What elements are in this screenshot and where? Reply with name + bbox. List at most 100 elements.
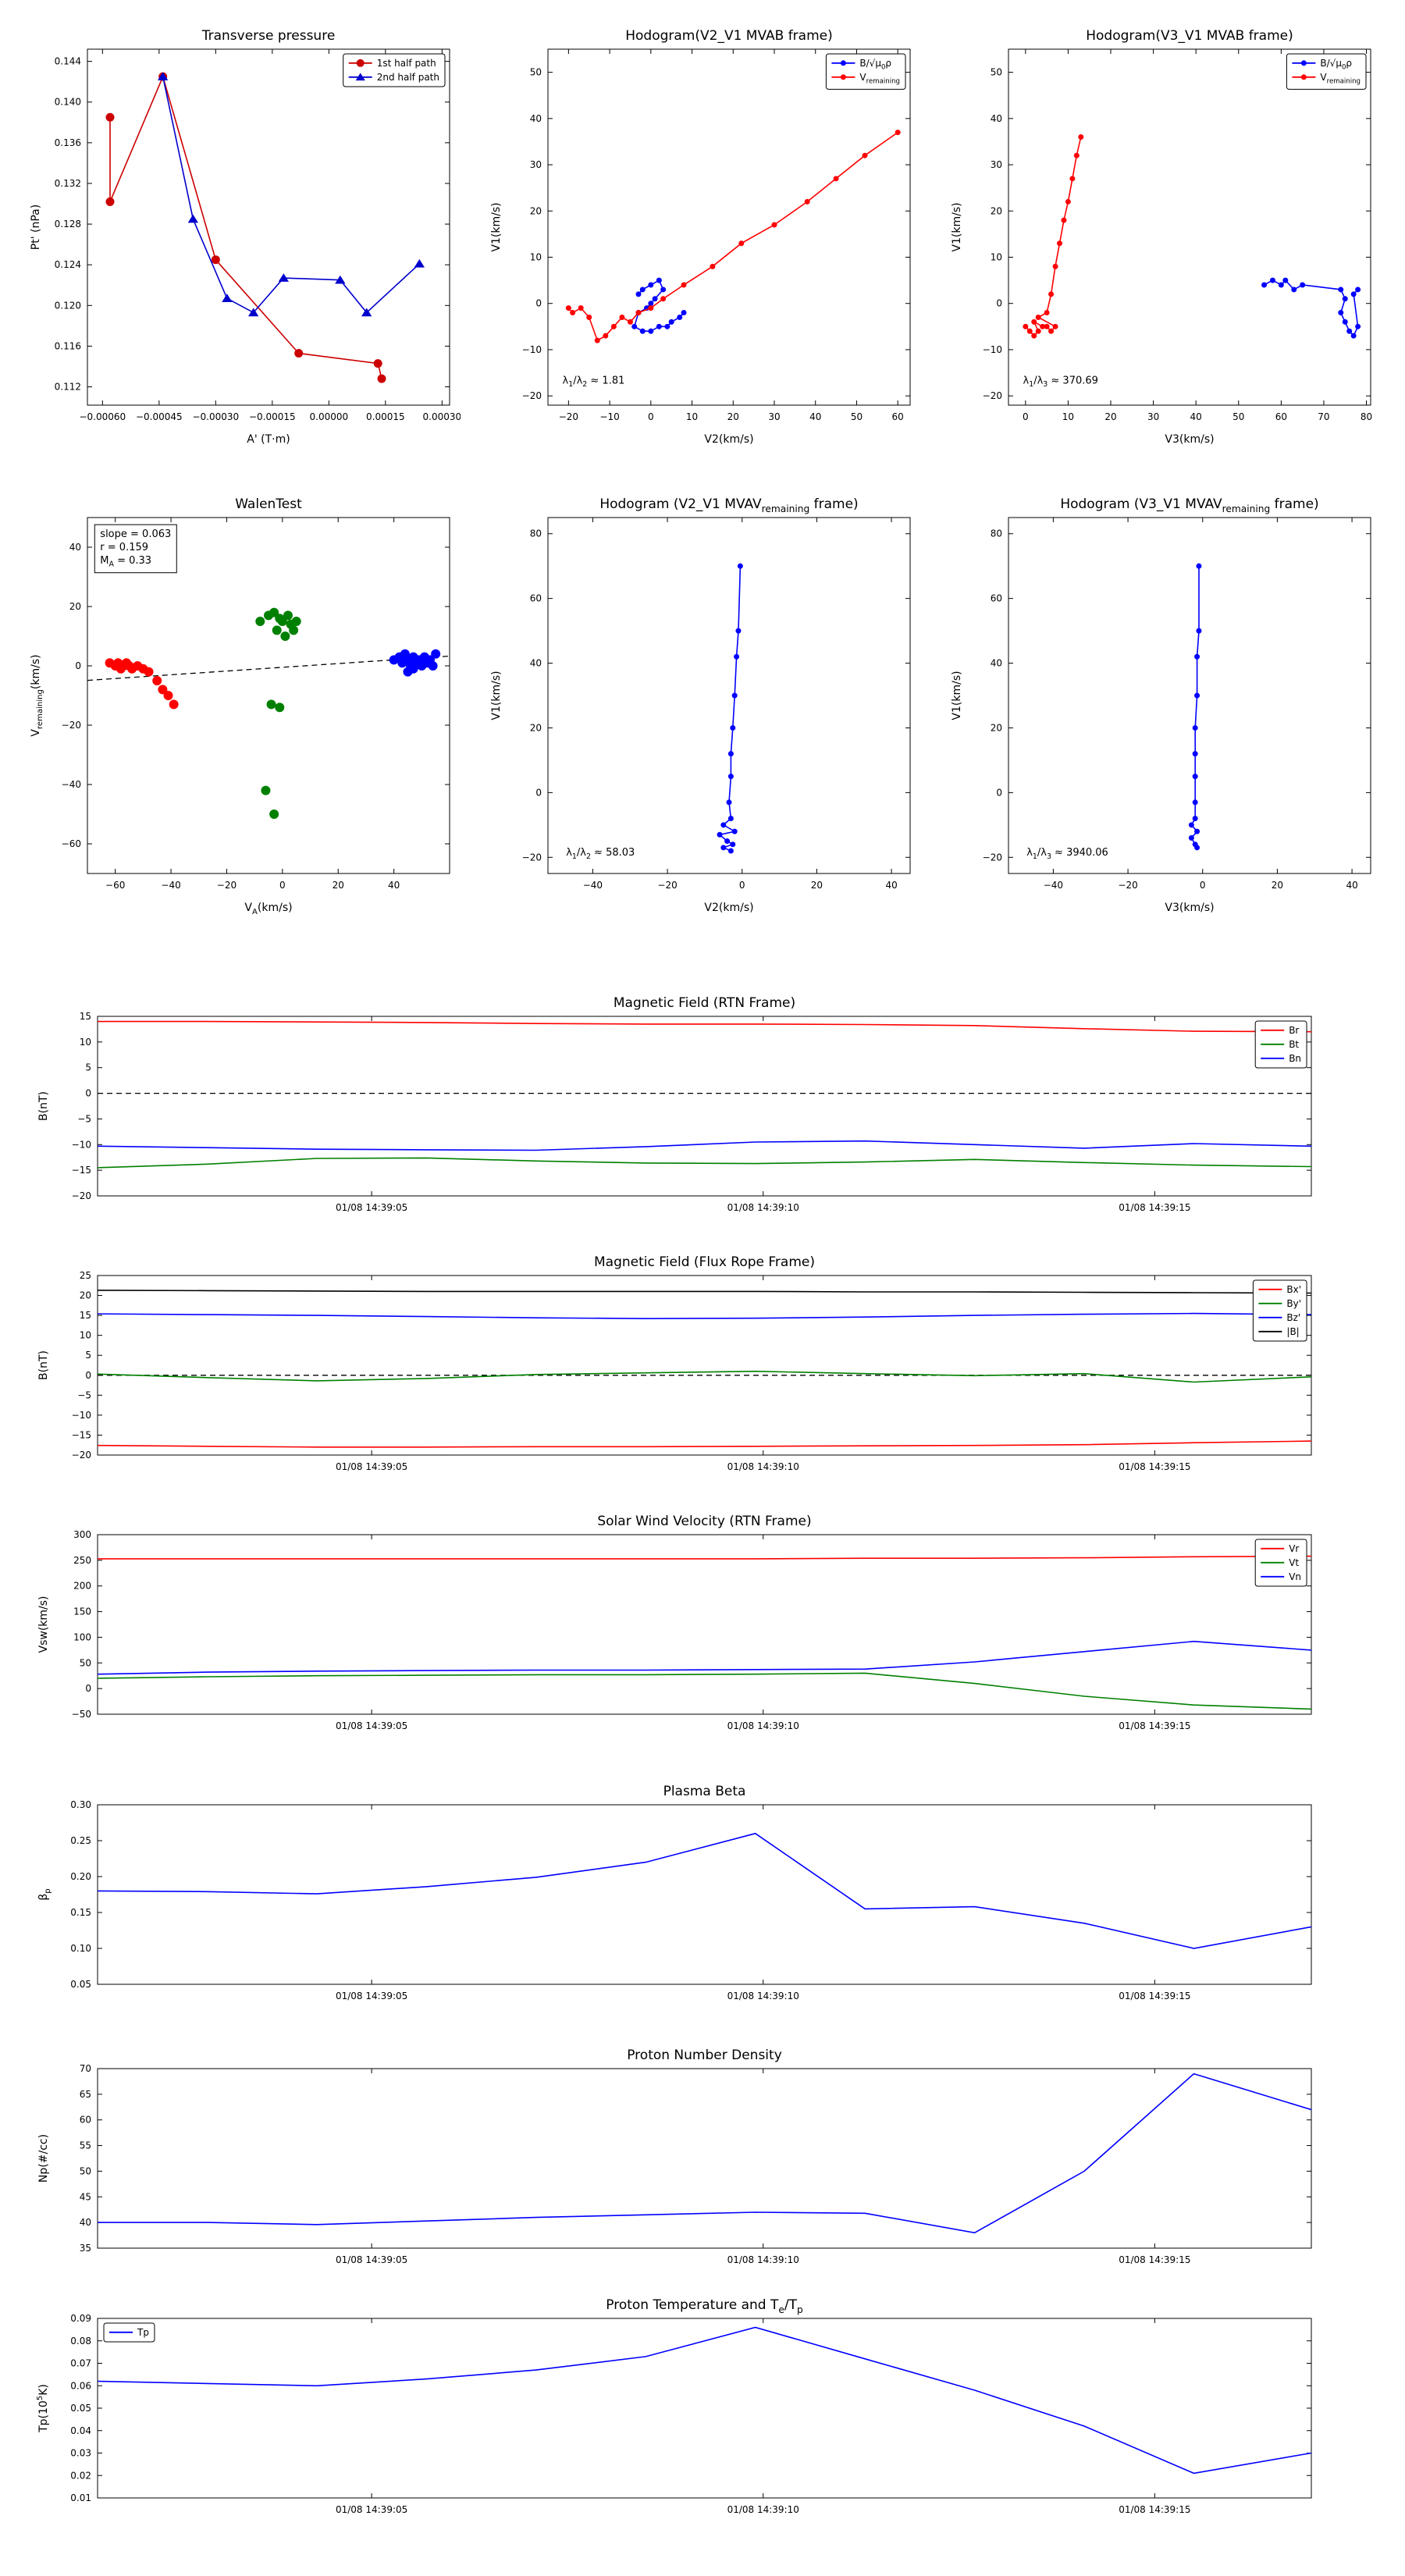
series-1st-half (105, 658, 179, 710)
y-axis-label: βp (37, 1888, 52, 1900)
series-b-----0-- (631, 277, 687, 334)
svg-text:200: 200 (73, 1581, 91, 1592)
series-vt (98, 1672, 1311, 1710)
svg-text:0: 0 (75, 660, 81, 671)
svg-text:50: 50 (851, 411, 863, 422)
svg-text:0.15: 0.15 (70, 1907, 91, 1918)
chart-title: Magnetic Field (RTN Frame) (614, 995, 795, 1011)
svg-text:01/08 14:39:05: 01/08 14:39:05 (336, 1991, 407, 2001)
y-axis-label: V1(km/s) (951, 202, 963, 251)
svg-text:0: 0 (535, 787, 542, 798)
series-b-----0-- (1261, 277, 1361, 339)
chart-title: Hodogram(V3_V1 MVAB frame) (1086, 28, 1293, 44)
svg-text:60: 60 (991, 593, 1002, 604)
chart-transverse-pressure: −0.00060 −0.00045 −0.00030 −0.00015 0.00000 0… (23, 12, 461, 457)
svg-text:5: 5 (85, 1062, 91, 1073)
svg-text:0.132: 0.132 (55, 178, 81, 189)
svg-text:60: 60 (1275, 411, 1287, 422)
svg-text:01/08 14:39:15: 01/08 14:39:15 (1119, 1720, 1190, 1731)
svg-text:|B|: |B| (1286, 1326, 1299, 1337)
x-axis-label: V2(km/s) (704, 902, 753, 914)
chart-hodogram-v3v1-mvav: −40 −20 0 20 40 −20 0 20 40 60 80 Hodogram (V3_V1 M… (944, 480, 1382, 925)
svg-text:40: 40 (991, 658, 1002, 669)
svg-text:100: 100 (73, 1631, 91, 1642)
svg-text:0.00015: 0.00015 (366, 411, 405, 422)
transverse-pressure-svg: −0.00060 −0.00045 −0.00030 −0.00015 0.00000 0… (30, 28, 461, 446)
svg-text:−40: −40 (62, 779, 81, 790)
svg-text:0: 0 (996, 787, 1002, 798)
svg-text:0.00000: 0.00000 (310, 411, 349, 422)
chart-hodogram-v3v1-mvab: 0 10 20 30 40 50 60 70 80 −20 −10 0 10 20 30 40 50 Hodogr… (944, 12, 1382, 457)
svg-text:−40: −40 (161, 880, 180, 891)
svg-text:65: 65 (80, 2089, 91, 2100)
svg-text:30: 30 (1147, 411, 1159, 422)
chart-title: Hodogram (V3_V1 MVAVremaining frame) (1060, 496, 1318, 514)
svg-text:01/08 14:39:10: 01/08 14:39:10 (727, 1461, 799, 1472)
svg-text:20: 20 (991, 722, 1002, 733)
y-axis-label: B(nT) (37, 1091, 50, 1121)
series-v (717, 563, 743, 854)
svg-text:40: 40 (530, 658, 542, 669)
annotation: λ1/λ2 ≈ 58.03 (566, 847, 635, 861)
svg-text:0.30: 0.30 (70, 1799, 91, 1810)
svg-text:0.10: 0.10 (70, 1943, 91, 1954)
svg-text:Vremaining: Vremaining (859, 72, 900, 85)
svg-text:−20: −20 (72, 1190, 91, 1201)
y-axis-label: Np(#/cc) (37, 2134, 50, 2183)
series-v--remaining- (1023, 134, 1084, 339)
svg-text:slope = 0.063: slope = 0.063 (100, 528, 171, 540)
svg-text:20: 20 (727, 411, 739, 422)
svg-text:0.144: 0.144 (55, 56, 81, 67)
svg-text:01/08 14:39:15: 01/08 14:39:15 (1119, 1991, 1190, 2001)
y-axis-label: Vremaining(km/s) (30, 654, 44, 736)
svg-text:−10: −10 (72, 1410, 91, 1421)
svg-text:01/08 14:39:15: 01/08 14:39:15 (1119, 1202, 1190, 1213)
chart-title: Hodogram(V2_V1 MVAB frame) (625, 28, 833, 44)
y-axis-label: V1(km/s) (490, 671, 503, 720)
svg-text:−20: −20 (217, 880, 237, 891)
svg-text:Br: Br (1289, 1025, 1299, 1036)
hodogram-v3v1-mvab-svg: 0 10 20 30 40 50 60 70 80 −20 −10 0 10 20 30 40 50 Hodogr… (951, 28, 1372, 446)
svg-text:40: 40 (80, 2217, 91, 2228)
series-1st-half-path (105, 72, 386, 383)
svg-text:20: 20 (333, 880, 344, 891)
chart-title: Hodogram (V2_V1 MVAVremaining frame) (599, 496, 858, 514)
svg-text:0.116: 0.116 (55, 340, 81, 351)
axes: 01/08 14:39:05 01/08 14:39:10 01/08 14:39:… (70, 1799, 1312, 2001)
svg-text:−0.00045: −0.00045 (136, 411, 183, 422)
svg-text:0.09: 0.09 (70, 2313, 91, 2324)
chart-magnetic-rtn: 01/08 14:39:05 01/08 14:39:10 01/08 14:39:… (31, 985, 1327, 1227)
chart-title: Solar Wind Velocity (RTN Frame) (597, 1514, 811, 1529)
svg-text:−5: −5 (77, 1389, 91, 1400)
svg-text:r = 0.159: r = 0.159 (100, 542, 148, 553)
hodogram-v3v1-mvav-svg: −40 −20 0 20 40 −20 0 20 40 60 80 Hodogram (V3_V1 M… (951, 496, 1371, 914)
series-br (98, 1020, 1311, 1033)
axes: −40 −20 0 20 40 −20 0 20 40 60 80 (522, 517, 911, 891)
svg-text:0: 0 (996, 298, 1002, 309)
svg-text:150: 150 (73, 1606, 91, 1617)
svg-text:25: 25 (80, 1270, 91, 1281)
y-axis-label: Pt' (nPa) (30, 205, 42, 250)
svg-text:0.25: 0.25 (70, 1835, 91, 1846)
svg-text:−10: −10 (522, 344, 542, 355)
annotation: λ1/λ2 ≈ 1.81 (563, 375, 625, 390)
svg-text:40: 40 (69, 542, 81, 553)
svg-text:20: 20 (811, 880, 823, 891)
svg-text:55: 55 (80, 2140, 91, 2151)
proton-number-density-svg: 01/08 14:39:05 01/08 14:39:10 01/08 14:39:… (37, 2048, 1312, 2265)
svg-text:0.128: 0.128 (55, 219, 81, 229)
axes: 01/08 14:39:05 01/08 14:39:10 01/08 14:39:… (72, 1011, 1312, 1213)
svg-text:01/08 14:39:05: 01/08 14:39:05 (336, 1202, 407, 1213)
chart-title: Plasma Beta (663, 1784, 746, 1799)
svg-text:0.05: 0.05 (70, 1979, 91, 1990)
magnetic-flux-rope-svg: 01/08 14:39:05 01/08 14:39:10 01/08 14:39:… (37, 1254, 1312, 1472)
svg-text:−5: −5 (77, 1113, 91, 1124)
svg-text:−20: −20 (983, 390, 1002, 401)
svg-text:60: 60 (530, 593, 542, 604)
svg-text:01/08 14:39:05: 01/08 14:39:05 (336, 1461, 407, 1472)
svg-text:Bn: Bn (1289, 1053, 1301, 1064)
chart-proton-temperature: 01/08 14:39:05 01/08 14:39:10 01/08 14:39:… (31, 2287, 1327, 2529)
svg-text:250: 250 (73, 1555, 91, 1566)
